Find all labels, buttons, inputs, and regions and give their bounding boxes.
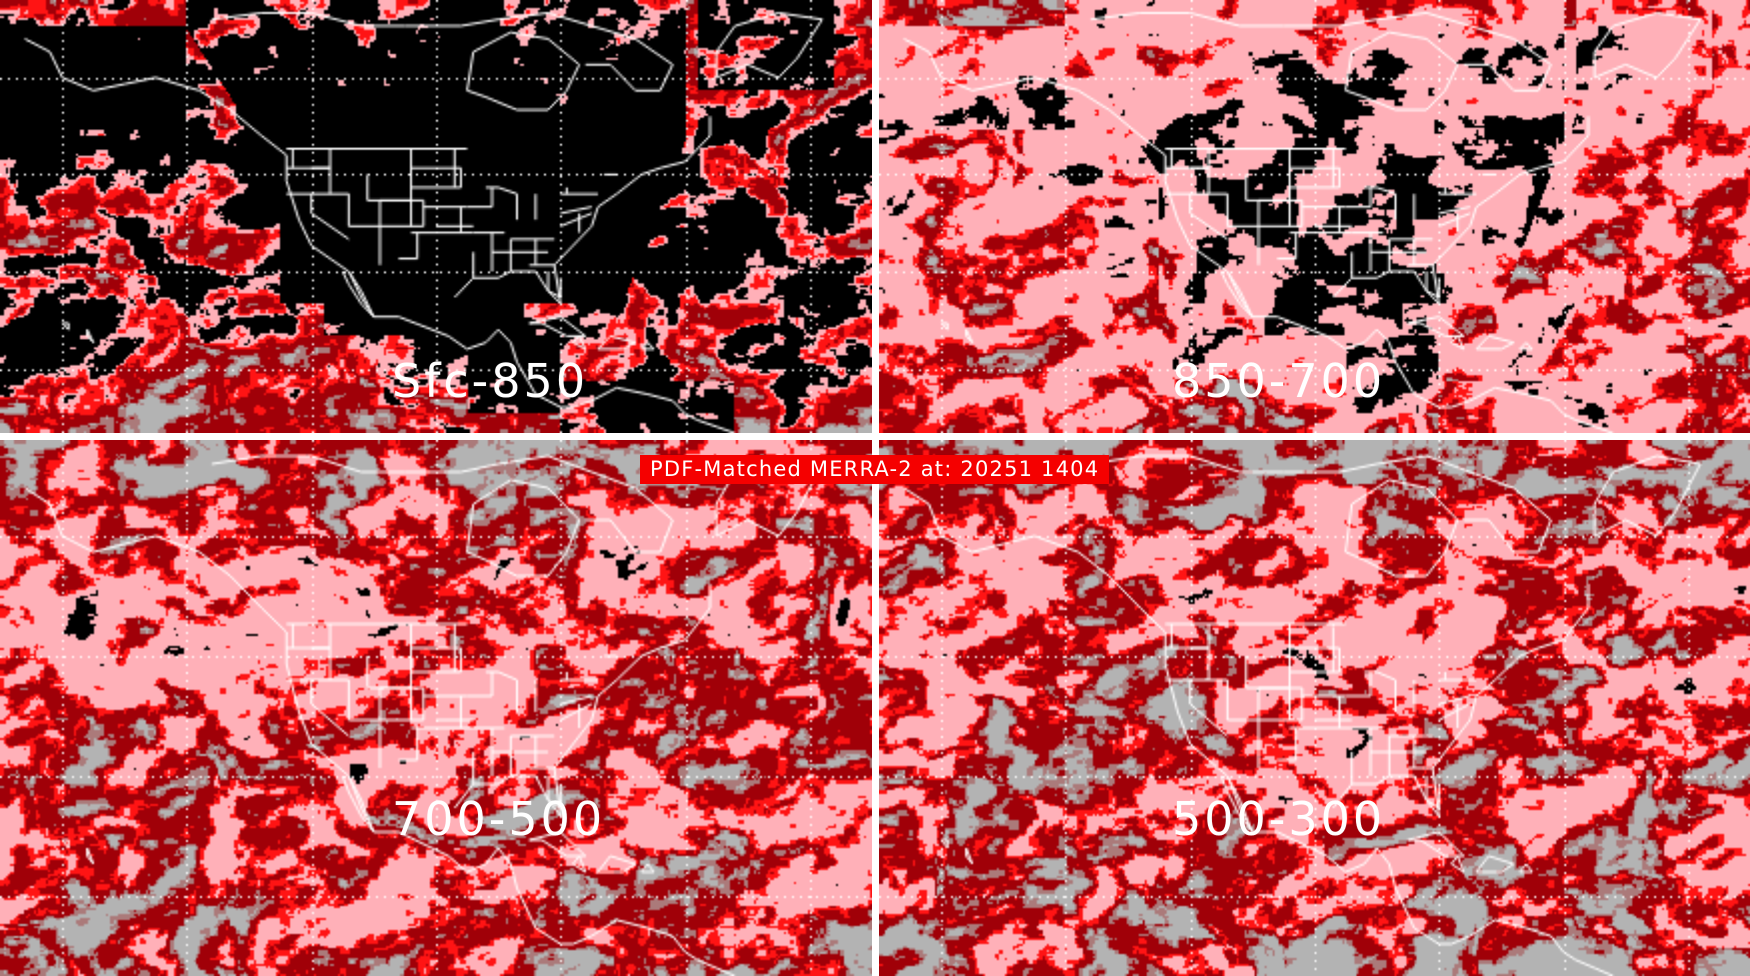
map-raster-sfc-850 xyxy=(0,0,872,433)
panel-divider-horizontal xyxy=(0,433,1750,440)
map-raster-500-300 xyxy=(879,440,1750,976)
panel-divider-vertical xyxy=(872,0,879,976)
map-panel-700-500[interactable] xyxy=(0,440,872,976)
map-panel-500-300[interactable] xyxy=(879,440,1750,976)
map-panel-sfc-850[interactable] xyxy=(0,0,872,433)
map-panel-850-700[interactable] xyxy=(879,0,1750,433)
map-raster-700-500 xyxy=(0,440,872,976)
map-raster-850-700 xyxy=(879,0,1750,433)
title-banner: PDF-Matched MERRA-2 at: 20251 1404 xyxy=(640,455,1110,485)
